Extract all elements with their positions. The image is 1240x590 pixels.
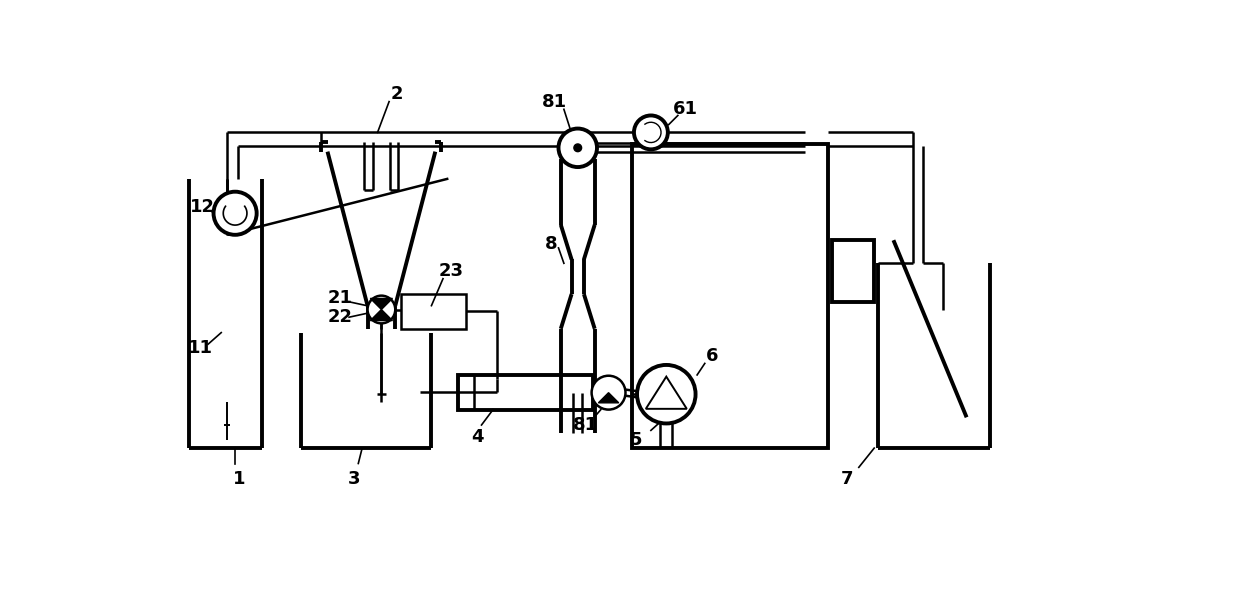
- Circle shape: [367, 296, 396, 323]
- Bar: [401, 294, 466, 329]
- Text: 61: 61: [673, 100, 698, 119]
- Text: 6: 6: [707, 347, 719, 365]
- Text: 7: 7: [841, 470, 853, 488]
- Text: 1: 1: [233, 470, 246, 488]
- Circle shape: [634, 116, 668, 149]
- Polygon shape: [599, 393, 619, 403]
- Text: 3: 3: [348, 470, 361, 488]
- Text: 23: 23: [438, 262, 464, 280]
- Text: 81: 81: [573, 416, 598, 434]
- Bar: [832, 240, 874, 302]
- Text: 4: 4: [471, 428, 484, 445]
- Text: 12: 12: [190, 198, 216, 216]
- Circle shape: [591, 376, 625, 409]
- Circle shape: [558, 129, 596, 167]
- Polygon shape: [371, 310, 393, 320]
- Bar: [631, 144, 828, 448]
- Polygon shape: [371, 299, 393, 310]
- Text: 8: 8: [544, 235, 557, 253]
- Bar: [459, 375, 593, 409]
- Text: 11: 11: [188, 339, 213, 357]
- Text: 22: 22: [329, 308, 353, 326]
- Text: 2: 2: [391, 85, 403, 103]
- Circle shape: [574, 144, 582, 152]
- Polygon shape: [646, 376, 687, 409]
- Text: 21: 21: [329, 289, 353, 307]
- Text: 5: 5: [629, 431, 642, 450]
- Circle shape: [637, 365, 696, 424]
- Circle shape: [213, 192, 257, 235]
- Text: 81: 81: [542, 93, 567, 110]
